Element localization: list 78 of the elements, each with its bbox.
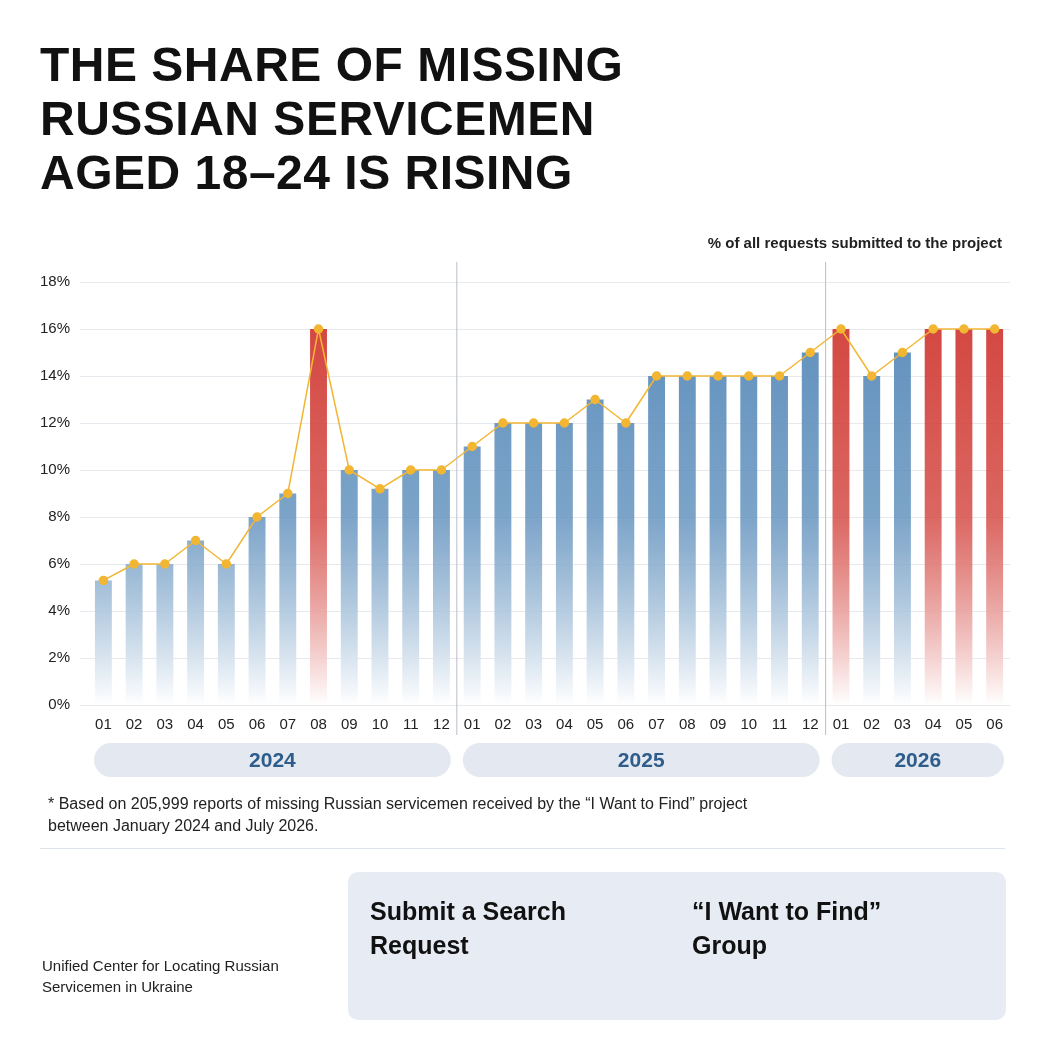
x-tick-label: 06 xyxy=(617,715,635,733)
point xyxy=(375,484,385,494)
point xyxy=(928,324,938,334)
point xyxy=(897,347,908,358)
point xyxy=(621,418,631,428)
point xyxy=(774,371,785,381)
point xyxy=(590,394,600,405)
text: 2024 xyxy=(249,747,297,771)
x-tick-label: 08 xyxy=(310,715,327,733)
y-tick-label: 8% xyxy=(48,507,71,525)
point xyxy=(528,418,539,428)
x-tick-label: 04 xyxy=(924,715,942,733)
point xyxy=(129,559,139,569)
y-tick-label: 2% xyxy=(48,648,71,666)
y-tick-label: 16% xyxy=(39,319,71,337)
point xyxy=(989,324,1000,334)
x-tick-label: 05 xyxy=(217,715,235,733)
x-tick-label: 09 xyxy=(340,715,358,733)
x-tick-label: 02 xyxy=(494,715,512,733)
x-tick-label: 06 xyxy=(248,715,266,733)
text: 2025 xyxy=(617,747,665,771)
x-tick-label: 08 xyxy=(678,715,696,733)
x-tick-label: 10 xyxy=(740,715,758,733)
point xyxy=(805,347,815,358)
y-tick-label: 14% xyxy=(39,366,71,384)
point xyxy=(559,418,570,428)
point xyxy=(651,371,662,381)
point xyxy=(344,465,354,475)
x-tick-label: 02 xyxy=(863,715,881,733)
text: * Based on 205,999 reports of missing Russian servicemen received by the “I Want to Find” project between January 2024 and July 2026. xyxy=(48,794,749,836)
chart-title: THE SHARE OF MISSING RUSSIAN SERVICEMEN AGED 18–24 IS RISING xyxy=(40,38,625,200)
x-tick-label: 11 xyxy=(771,715,788,733)
point xyxy=(744,371,754,381)
point xyxy=(713,371,723,381)
point xyxy=(959,324,969,334)
x-tick-label: 05 xyxy=(586,715,604,733)
point xyxy=(98,575,109,586)
x-tick-label: 11 xyxy=(402,715,419,733)
x-tick-label: 01 xyxy=(463,715,481,733)
x-tick-label: 05 xyxy=(955,715,973,733)
x-tick-label: 04 xyxy=(187,715,204,733)
y-axis-title: % of all requests submitted to the project xyxy=(707,234,1002,251)
point xyxy=(252,512,262,522)
point xyxy=(190,535,201,546)
y-tick-label: 18% xyxy=(39,272,71,290)
text: 2026 xyxy=(894,747,942,771)
x-tick-label: 12 xyxy=(433,715,450,733)
point xyxy=(467,441,477,452)
point xyxy=(436,465,447,475)
point xyxy=(221,559,232,569)
point xyxy=(866,371,877,381)
x-tick-label: 03 xyxy=(525,715,542,733)
point xyxy=(283,488,293,499)
x-tick-label: 07 xyxy=(279,715,297,733)
x-tick-label: 04 xyxy=(556,715,573,733)
text: Unified Center for Locating Russian Servicemen in Ukraine xyxy=(42,956,280,997)
point xyxy=(405,465,416,475)
y-tick-label: 12% xyxy=(39,413,71,431)
y-tick-label: 10% xyxy=(39,460,71,478)
x-tick-label: 03 xyxy=(894,715,911,733)
point xyxy=(160,559,170,569)
info-card: Submit a Search Request “I Want to Find” Group xyxy=(348,872,1006,1020)
x-tick-label: 02 xyxy=(125,715,143,733)
y-tick-label: 4% xyxy=(48,601,71,619)
x-tick-label: 01 xyxy=(832,715,850,733)
x-tick-label: 01 xyxy=(95,715,112,733)
point xyxy=(498,418,508,428)
x-tick-label: 10 xyxy=(371,715,389,733)
y-tick-label: 0% xyxy=(48,695,71,713)
x-tick-label: 09 xyxy=(709,715,727,733)
x-tick-label: 12 xyxy=(801,715,819,733)
point xyxy=(836,324,846,334)
point xyxy=(682,371,693,381)
point xyxy=(313,324,324,334)
x-tick-label: 06 xyxy=(986,715,1003,733)
y-tick-label: 6% xyxy=(48,554,71,572)
x-tick-label: 03 xyxy=(156,715,174,733)
x-tick-label: 07 xyxy=(648,715,665,733)
